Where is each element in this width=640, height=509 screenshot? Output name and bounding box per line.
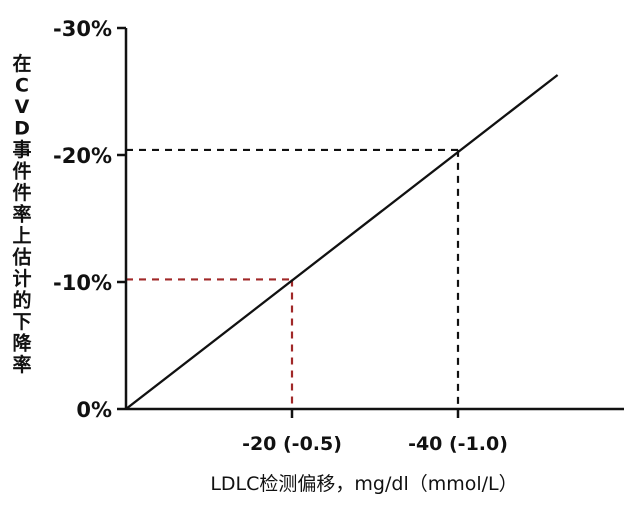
x-tick-label: -20 (-0.5) [242,433,342,455]
y-axis-label-char: 降 [12,332,32,355]
y-tick-label: -20% [53,144,112,168]
y-axis-label-char: 在 [12,52,31,75]
y-tick-label: -10% [53,271,112,295]
y-axis-label-char: 估 [11,246,31,269]
y-axis-label: 在 C V D 事件件率上估计的下降率 [11,52,32,376]
x-tick-label: -40 (-1.0) [408,433,508,455]
y-axis-label-char: 计 [12,268,31,290]
guide-lines [126,148,460,409]
y-axis-label-char: 率 [12,203,31,226]
y-axis-label-char: 事 [12,138,31,161]
x-axis-label: LDLC检测偏移，mg/dl（mmol/L） [210,473,517,495]
y-axis-label-char: D [14,118,30,140]
y-tick-label: 0% [76,398,112,422]
series-lines [125,74,559,410]
y-axis-label-char: 的 [12,289,31,312]
axis-ticks: 0% -10% -20% -30% -20 (-0.5) -40 (-1.0) [53,17,508,455]
y-axis-label-char: 件 [12,160,31,183]
series-line [125,74,559,410]
y-axis-label-char: 率 [12,353,31,376]
y-axis-label-char: V [15,96,30,118]
y-axis-label-char: 上 [12,225,31,247]
y-axis-label-char: C [15,75,29,97]
y-axis-label-char: 件 [12,181,31,204]
y-tick-label: -30% [53,17,112,41]
y-axis-label-char: 下 [12,311,31,333]
